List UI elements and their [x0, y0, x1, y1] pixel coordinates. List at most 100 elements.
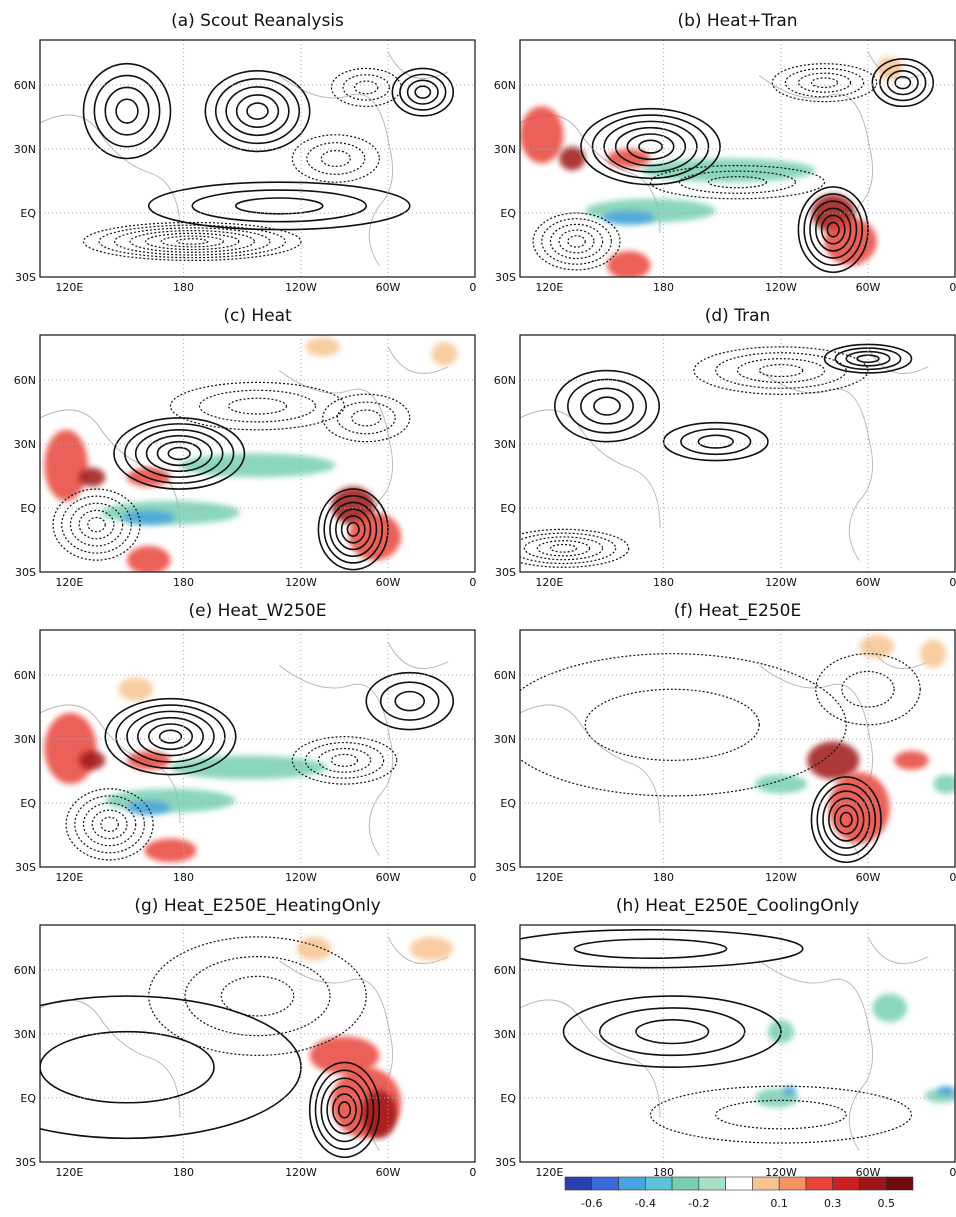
colorbar-swatch [591, 1176, 619, 1191]
lon-tick-label: 120E [55, 576, 83, 589]
contour [814, 207, 852, 252]
shading-blob [296, 936, 332, 961]
contour [839, 811, 853, 828]
colorbar-swatch [752, 1176, 780, 1191]
lon-tick-label: 0 [469, 871, 476, 884]
shading-blob [144, 838, 197, 863]
contour [649, 1085, 913, 1144]
contour [246, 102, 269, 120]
contour [697, 434, 734, 449]
contour [797, 72, 852, 93]
contour [532, 212, 621, 271]
contour [320, 150, 351, 168]
contour [82, 221, 302, 262]
map-panel: (c) Heat 60N 30N EQ 30S 120E 180 120W 60W 0 [14, 306, 477, 589]
contour [113, 227, 271, 256]
lat-tick-label: 30S [495, 271, 516, 284]
contour [134, 428, 224, 478]
lat-tick-label: 60N [14, 964, 36, 977]
contour [191, 189, 368, 223]
shading-blob [641, 158, 816, 183]
contour [82, 62, 172, 160]
lon-tick-label: 0 [469, 576, 476, 589]
colorbar-swatch [805, 1176, 833, 1191]
contour [414, 85, 432, 99]
lon-tick-label: 120W [765, 281, 797, 294]
colorbar-swatch [564, 1176, 593, 1191]
lon-tick-label: 180 [173, 576, 194, 589]
lon-tick-label: 120E [535, 871, 563, 884]
colorbar-swatch [645, 1176, 673, 1191]
contour [220, 975, 295, 1017]
contour [40, 1030, 215, 1104]
contour [317, 488, 389, 571]
lon-tick-label: 60W [376, 871, 401, 884]
shading-blob [409, 936, 454, 961]
contour [214, 78, 301, 145]
contour [803, 193, 864, 266]
shading-blob [118, 677, 154, 702]
contour [573, 938, 728, 959]
contour [520, 528, 630, 568]
contour [591, 114, 710, 180]
contour [346, 521, 360, 537]
lon-tick-label: 180 [173, 1166, 194, 1179]
contour [584, 688, 760, 761]
lat-tick-label: EQ [20, 502, 36, 515]
contour [91, 809, 128, 840]
contour [156, 440, 202, 467]
lon-tick-label: 0 [949, 576, 956, 589]
contour [662, 421, 769, 462]
lat-tick-label: 60N [494, 374, 516, 387]
contour [626, 133, 675, 161]
lat-tick-label: EQ [20, 207, 36, 220]
contour [314, 1069, 375, 1151]
lat-tick-label: 30N [14, 143, 36, 156]
contour [160, 235, 224, 248]
lat-tick-label: 30N [14, 733, 36, 746]
contour [536, 540, 591, 557]
lat-tick-label: EQ [500, 1092, 516, 1105]
lon-tick-label: 120W [765, 576, 797, 589]
shading-blob [559, 146, 586, 171]
contour [340, 515, 366, 544]
panel-frame [39, 924, 476, 1163]
contour [40, 995, 302, 1140]
contour [758, 364, 804, 378]
contour [635, 1019, 710, 1045]
lat-tick-label: 60N [494, 79, 516, 92]
lat-tick-label: 30N [14, 1028, 36, 1041]
contour [198, 389, 317, 423]
contour [693, 346, 869, 395]
panel-frame [519, 334, 956, 573]
contour [291, 736, 398, 785]
lon-tick-label: 0 [469, 281, 476, 294]
panel-title: (c) Heat [223, 306, 292, 326]
lon-tick-label: 120E [535, 281, 563, 294]
lon-tick-label: 0 [469, 1166, 476, 1179]
contour [707, 176, 768, 189]
shading-blob [127, 800, 171, 815]
contour [797, 186, 869, 274]
shading-blob [872, 993, 908, 1023]
shading-blob [894, 750, 929, 770]
contour [225, 86, 290, 137]
lat-tick-label: 30N [494, 438, 516, 451]
colorbar-label: -0.4 [635, 1197, 656, 1210]
panel-title: (f) Heat_E250E [674, 601, 801, 621]
contour [104, 86, 150, 136]
colorbar-swatch [778, 1176, 807, 1191]
lon-tick-label: 120W [285, 1166, 317, 1179]
shading-blob [937, 1086, 955, 1096]
shading-blob [127, 750, 171, 770]
lon-tick-label: 60W [376, 1166, 401, 1179]
colorbar-swatch [671, 1176, 700, 1191]
lat-tick-label: EQ [500, 207, 516, 220]
lon-tick-label: 0 [949, 1166, 956, 1179]
map-content [520, 925, 955, 1162]
contour [365, 671, 455, 731]
contour [614, 126, 687, 167]
lat-tick-label: 60N [494, 964, 516, 977]
